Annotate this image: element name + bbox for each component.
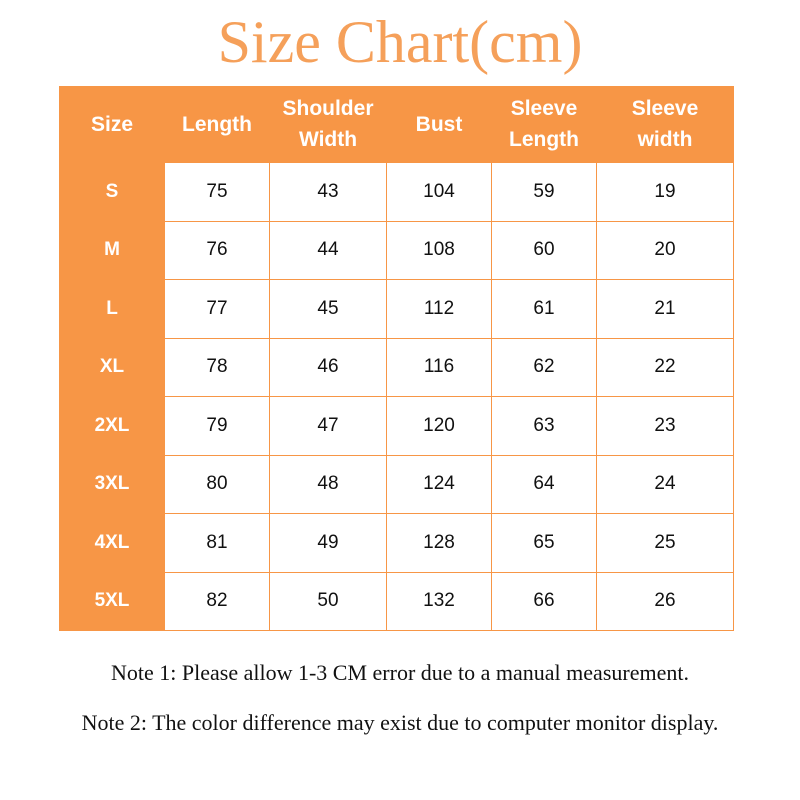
page-title: Size Chart(cm) — [217, 9, 583, 75]
table-cell: 80 — [164, 454, 270, 514]
column-header-text: width — [637, 128, 693, 151]
size-label: 4XL — [59, 513, 165, 573]
column-header: Sleeve width — [597, 86, 734, 163]
table-cell: 47 — [269, 396, 387, 456]
table-row: L 77 45 112 61 21 — [59, 279, 734, 339]
column-header-text: Length — [509, 128, 579, 151]
table-cell: 22 — [596, 337, 734, 397]
table-cell: 21 — [596, 279, 734, 339]
table-cell: 62 — [491, 337, 597, 397]
table-row: XL 78 46 116 62 22 — [59, 337, 734, 397]
table-cell: 59 — [491, 162, 597, 222]
column-header-text: Size — [90, 112, 134, 136]
column-header: Length — [165, 86, 270, 163]
table-row: 3XL 80 48 124 64 24 — [59, 454, 734, 514]
column-header-text: Sleeve — [631, 97, 699, 120]
table-cell: 43 — [269, 162, 387, 222]
column-header: Size — [60, 86, 165, 163]
table-cell: 76 — [164, 220, 270, 280]
size-label: 5XL — [59, 571, 165, 631]
column-header: Shoulder Width — [270, 86, 387, 163]
size-label: M — [59, 220, 165, 280]
table-cell: 26 — [596, 571, 734, 631]
table-cell: 63 — [491, 396, 597, 456]
size-label: 2XL — [59, 396, 165, 456]
size-label: S — [59, 162, 165, 222]
table-cell: 112 — [386, 279, 492, 339]
table-cell: 61 — [491, 279, 597, 339]
table-cell: 64 — [491, 454, 597, 514]
table-cell: 66 — [491, 571, 597, 631]
table-cell: 132 — [386, 571, 492, 631]
size-chart-table: Size Length Shoulder Width Bust Sleeve Length S… — [59, 86, 734, 631]
column-header: Bust — [387, 86, 492, 163]
table-cell: 45 — [269, 279, 387, 339]
table-cell: 116 — [386, 337, 492, 397]
table-cell: 23 — [596, 396, 734, 456]
table-row: 5XL 82 50 132 66 26 — [59, 571, 734, 631]
table-cell: 65 — [491, 513, 597, 573]
table-cell: 48 — [269, 454, 387, 514]
table-cell: 81 — [164, 513, 270, 573]
column-header-text: Shoulder — [282, 97, 374, 120]
column-header: Sleeve Length — [492, 86, 597, 163]
table-cell: 82 — [164, 571, 270, 631]
table-row: S 75 43 104 59 19 — [59, 162, 734, 222]
table-cell: 108 — [386, 220, 492, 280]
column-header-text: Length — [182, 112, 252, 136]
table-cell: 24 — [596, 454, 734, 514]
table-cell: 79 — [164, 396, 270, 456]
size-label: L — [59, 279, 165, 339]
table-cell: 44 — [269, 220, 387, 280]
note-2: Note 2: The color difference may exist d… — [81, 710, 719, 735]
table-cell: 49 — [269, 513, 387, 573]
table-cell: 46 — [269, 337, 387, 397]
table-row: 2XL 79 47 120 63 23 — [59, 396, 734, 456]
note-1: Note 1: Please allow 1-3 CM error due to… — [111, 660, 689, 685]
size-label: 3XL — [59, 454, 165, 514]
table-cell: 25 — [596, 513, 734, 573]
table-cell: 124 — [386, 454, 492, 514]
header-row: Size Length Shoulder Width Bust Sleeve Length S… — [60, 86, 734, 163]
table-cell: 50 — [269, 571, 387, 631]
column-header-text: Sleeve — [510, 97, 578, 120]
table-cell: 60 — [491, 220, 597, 280]
table-row: 4XL 81 49 128 65 25 — [59, 513, 734, 573]
table-cell: 120 — [386, 396, 492, 456]
column-header-text: Bust — [415, 112, 463, 136]
table-cell: 20 — [596, 220, 734, 280]
size-label: XL — [59, 337, 165, 397]
table-cell: 77 — [164, 279, 270, 339]
table-cell: 104 — [386, 162, 492, 222]
table-cell: 19 — [596, 162, 734, 222]
table-cell: 128 — [386, 513, 492, 573]
table-cell: 78 — [164, 337, 270, 397]
column-header-text: Width — [298, 128, 358, 151]
table-row: M 76 44 108 60 20 — [59, 220, 734, 280]
table-cell: 75 — [164, 162, 270, 222]
